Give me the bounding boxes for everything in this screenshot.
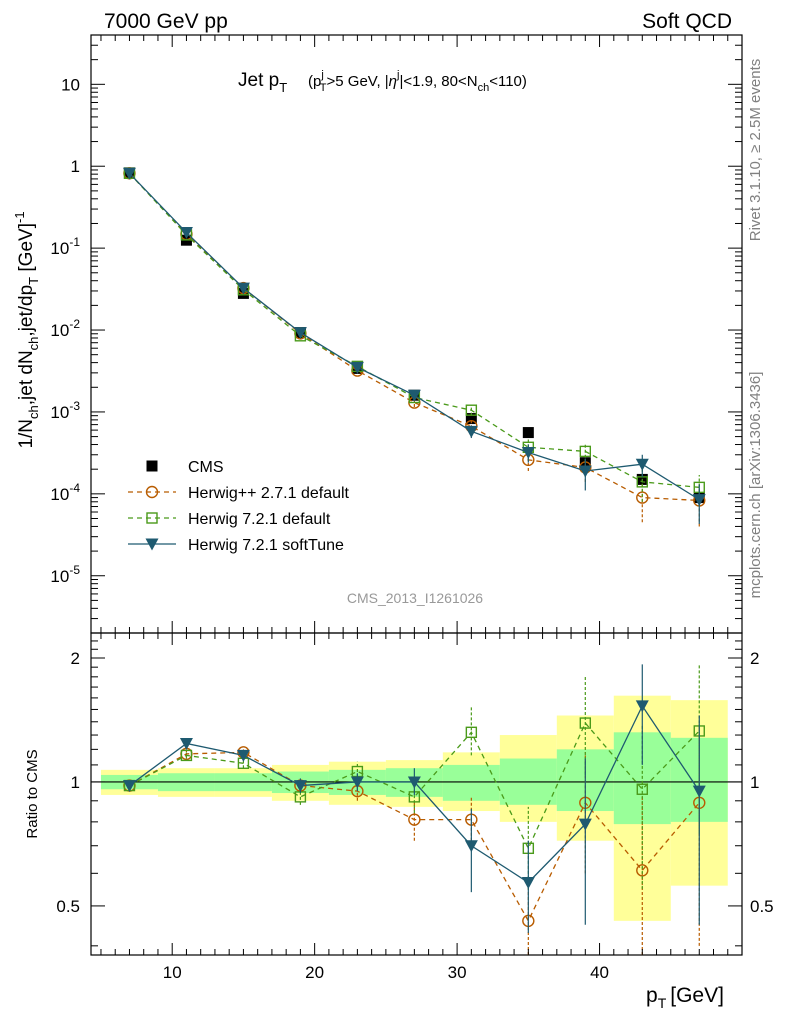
watermark: CMS_2013_I1261026 [347,590,483,606]
x-axis-title-unit: [GeV] [670,984,724,1007]
ratio-y-tick-label: 0.5 [56,897,80,916]
data-point-softtune [521,446,535,459]
ratio-y-tick-label-right: 2 [750,649,759,668]
data-point-softtune [179,227,193,240]
legend-label: Herwig 7.2.1 softTune [188,537,344,554]
side-label-rivet: Rivet 3.1.10, ≥ 2.5M events [747,59,764,242]
data-point-herwig7 [579,445,592,458]
data-point-softtune [122,780,136,793]
svg-text:1/Nch,jet dNch,jet/dpT [GeV]-1: 1/Nch,jet dNch,jet/dpT [GeV]-1 [12,211,41,448]
x-tick-label: 10 [163,963,182,982]
data-point-softtune [179,737,193,750]
data-point-softtune [350,776,364,789]
data-point-herwig7 [636,783,648,795]
data-point-softtune [464,425,478,438]
data-point-softtune [521,876,535,889]
legend-marker [145,538,159,551]
data-point-softtune [635,458,649,471]
ratio-frame-border [90,632,743,956]
y-tick-label: 10-5 [50,563,80,586]
y-tick-label: 10 [61,75,80,94]
legend-marker [146,512,158,524]
data-point-herwig7 [465,726,478,739]
axes: 10 20 30 40 10-5 10-4 10-3 10-2 10-1 1 10 0.5 0.5 1 1 2… [50,34,774,982]
series-herwig7-main [123,167,705,507]
data-point-herwigpp [636,491,649,504]
legend-marker [145,485,159,499]
legend-label: Herwig++ 2.7.1 default [188,485,350,502]
data-point-softtune [578,818,592,831]
data-point-softtune [122,167,136,180]
y-tick-label: 10-1 [50,235,80,258]
data-point-softtune [692,494,706,507]
plot-title: Jet pT [238,70,287,95]
x-axis-title: pT [GeV] [646,984,724,1011]
y-axis-title-main: 1/Nch,jet dNch,jet/dpT [GeV]-1 [12,211,41,448]
data-point-softtune [293,327,307,340]
ratio-band-inner [442,764,500,801]
ratio-y-tick-label-right: 0.5 [750,897,774,916]
data-point-herwigpp [408,813,421,826]
legend-item-herwig7: Herwig 7.2.1 default [128,511,331,528]
data-point-softtune [350,361,364,374]
legend-item-herwigpp: Herwig++ 2.7.1 default [128,485,350,502]
x-axis-title-main: p [646,984,658,1007]
data-point-softtune [635,700,649,713]
header-left: 7000 GeV pp [104,10,228,33]
plot-title-main: Jet p [238,70,279,91]
data-point-herwigpp [636,864,649,877]
y-axis-title-ratio: Ratio to CMS [24,749,41,838]
ratio-panel [90,632,743,956]
side-label-mcplots: mcplots.cern.ch [arXiv:1306.3436] [747,372,764,599]
series-line-herwig7 [129,721,700,850]
data-point-herwig7 [465,404,478,416]
y-tick-label: 10-4 [50,481,80,504]
series-line-softtune [128,172,700,501]
ratio-y-tick-label: 1 [71,773,80,792]
data-point-softtune [578,465,592,478]
data-point-softtune [464,840,478,853]
ratio-y-tick-label: 2 [71,649,80,668]
series-softtune-main [122,167,706,524]
series-line-herwigpp [128,172,700,502]
legend-marker [146,460,158,472]
header-right: Soft QCD [642,10,732,33]
plot-title-cuts: (pj T>5 GeV, |ηj|<1.9, 80<Nch<110) [308,69,527,94]
series-line-herwig7 [128,172,700,489]
data-point-softtune [407,776,421,789]
ratio-y-tick-label-right: 1 [750,773,759,792]
legend-item-cms: CMS [146,459,224,476]
data-point-softtune [692,785,706,798]
data-point-cms [522,427,534,439]
series-cms-main [123,167,705,504]
y-tick-label: 1 [71,157,80,176]
x-axis-title-sub: T [658,995,667,1011]
legend-label: Herwig 7.2.1 default [188,511,331,528]
data-point-cms [465,413,477,425]
y-tick-label: 10-3 [50,399,80,422]
data-point-softtune [293,780,307,793]
x-tick-label: 20 [305,963,324,982]
data-point-softtune [236,282,250,295]
series-softtune-ratio [122,664,706,933]
legend-item-softtune: Herwig 7.2.1 softTune [128,537,344,554]
legend-label: CMS [188,459,224,476]
legend: CMS Herwig++ 2.7.1 default Herwig 7.2.1 de… [128,459,350,554]
x-tick-label: 40 [590,963,609,982]
y-tick-label: 10-2 [50,317,80,340]
plot-title-sub: T [279,80,287,95]
data-point-softtune [236,749,250,762]
data-point-herwig7 [579,717,592,729]
data-point-softtune [407,389,421,402]
x-tick-label: 30 [448,963,467,982]
data-layer [91,167,742,955]
data-point-herwig7 [180,749,193,762]
